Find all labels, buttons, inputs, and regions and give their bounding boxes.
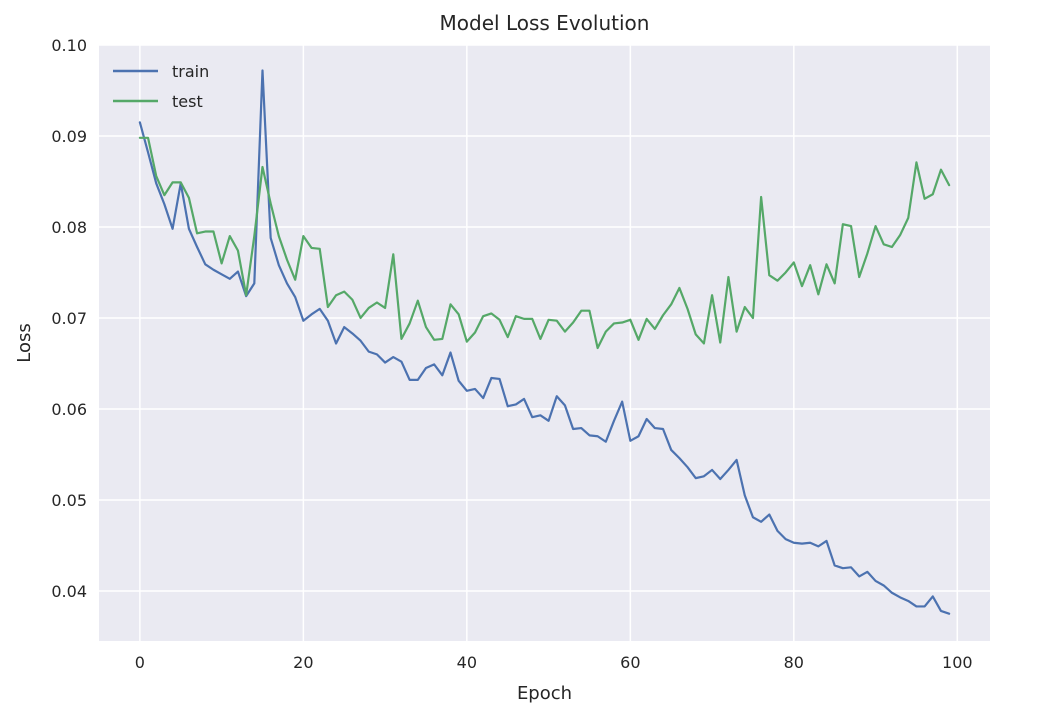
y-tick-label: 0.08 — [51, 218, 87, 237]
series-lines — [138, 69, 951, 615]
x-axis-label: Epoch — [517, 683, 572, 704]
x-tick-label: 60 — [620, 653, 640, 672]
series-line-test — [138, 136, 951, 350]
x-tick-label: 80 — [784, 653, 804, 672]
y-tick-label: 0.04 — [51, 582, 87, 601]
x-axis-ticks: 0 20 40 60 80 100 — [135, 653, 973, 672]
y-axis-label: Loss — [14, 323, 35, 362]
x-tick-label: 40 — [457, 653, 477, 672]
y-tick-label: 0.10 — [51, 36, 87, 55]
y-tick-label: 0.07 — [51, 309, 87, 328]
x-tick-label: 20 — [293, 653, 313, 672]
chart-title: Model Loss Evolution — [440, 11, 650, 35]
grid-lines — [99, 44, 990, 641]
legend-label-train: train — [172, 62, 209, 81]
legend-label-test: test — [172, 92, 203, 111]
series-line-train — [138, 69, 951, 615]
plot-background — [99, 45, 990, 641]
x-tick-label: 100 — [942, 653, 973, 672]
y-tick-label: 0.09 — [51, 127, 87, 146]
legend: train test — [113, 62, 209, 111]
y-tick-label: 0.05 — [51, 491, 87, 510]
y-tick-label: 0.06 — [51, 400, 87, 419]
y-axis-ticks: 0.04 0.05 0.06 0.07 0.08 0.09 0.10 — [51, 36, 87, 601]
x-tick-label: 0 — [135, 653, 145, 672]
